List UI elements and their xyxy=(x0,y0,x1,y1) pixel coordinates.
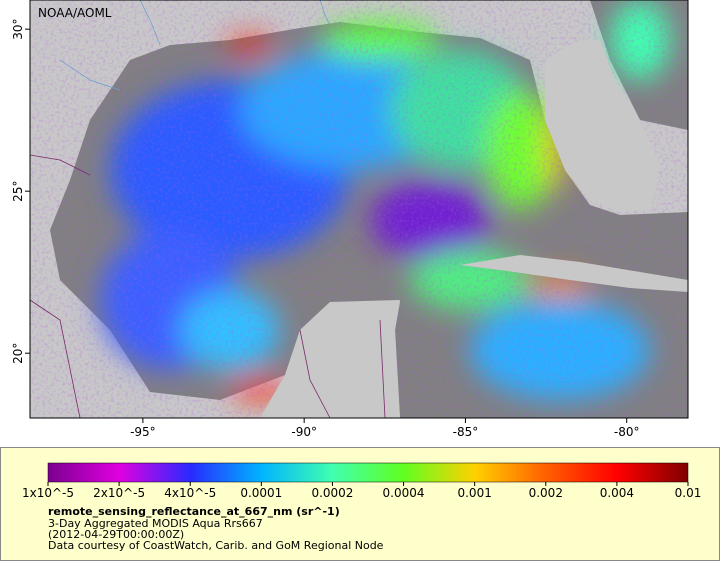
x-tick-label: -80° xyxy=(614,425,640,439)
river xyxy=(319,0,331,26)
colorbar-ticks: 1x10^-5 2x10^-5 4x10^-5 0.0001 0.0002 0.0004 0… xyxy=(22,482,701,500)
reflectance-layer xyxy=(30,0,688,418)
legend-line: Data courtesy of CoastWatch, Carib. and … xyxy=(48,539,384,552)
legend-panel: 1x10^-5 2x10^-5 4x10^-5 0.0001 0.0002 0.0004 0… xyxy=(0,447,720,561)
colorbar-tick-label: 0.0002 xyxy=(311,486,353,500)
colorbar-tick-label: 4x10^-5 xyxy=(164,486,216,500)
map-frame xyxy=(29,0,689,419)
axes: -95° -90° -85° -80° 20° 25° 30° xyxy=(11,19,640,439)
legend-line: 3-Day Aggregated MODIS Aqua Rrs667 xyxy=(48,517,263,530)
y-tick-label: 30° xyxy=(11,19,25,40)
x-tick-label: -95° xyxy=(130,425,156,439)
border xyxy=(379,319,386,419)
border xyxy=(29,299,81,419)
borders xyxy=(29,154,386,419)
x-tick-label: -90° xyxy=(291,425,317,439)
colorbar-tick-label: 0.01 xyxy=(675,486,702,500)
colorbar-tick-label: 0.004 xyxy=(600,486,634,500)
x-tick-label: -85° xyxy=(453,425,479,439)
cuba xyxy=(460,255,688,292)
y-tick-label: 25° xyxy=(11,181,25,202)
credit: NOAA/AOML xyxy=(38,6,112,20)
river xyxy=(59,59,121,91)
map: NOAA/AOML xyxy=(29,0,689,419)
y-tick-label: 20° xyxy=(11,343,25,364)
colorbar xyxy=(47,462,689,483)
colorbar-tick-label: 0.001 xyxy=(457,486,491,500)
rivers xyxy=(59,0,331,91)
colorbar-tick-label: 2x10^-5 xyxy=(93,486,145,500)
border xyxy=(29,154,91,176)
river xyxy=(139,0,161,46)
border xyxy=(299,329,331,419)
colorbar-tick-label: 0.0001 xyxy=(240,486,282,500)
legend-title: remote_sensing_reflectance_at_667_nm (sr… xyxy=(48,505,340,518)
yucatan xyxy=(260,300,400,418)
colorbar-tick-label: 1x10^-5 xyxy=(22,486,74,500)
florida xyxy=(545,40,660,212)
legend-line: (2012-04-29T00:00:00Z) xyxy=(48,528,184,541)
colorbar-tick-label: 0.002 xyxy=(529,486,563,500)
colorbar-tick-label: 0.0004 xyxy=(383,486,425,500)
